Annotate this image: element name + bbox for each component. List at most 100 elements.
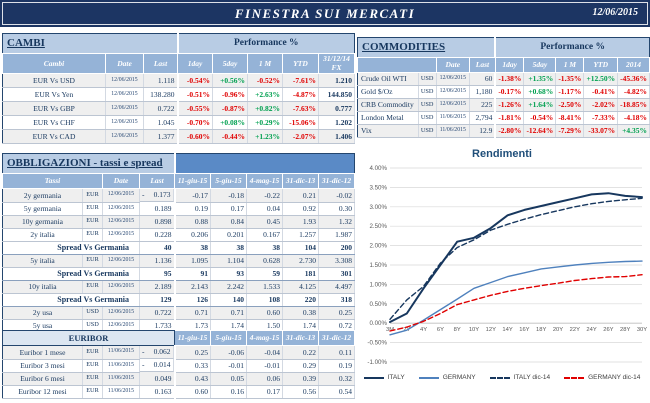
cell-v3: 0.06	[246, 372, 283, 386]
cell-m1: -2.50%	[555, 98, 585, 112]
y-axis-tick: -0.50%	[367, 340, 387, 347]
cell-v5: 1.987	[318, 228, 355, 242]
cell-v1: 0.33	[173, 359, 211, 373]
cell-v1: 126	[173, 292, 211, 307]
col-1day: 1day	[494, 57, 525, 73]
table-row: Crude Oil WTI USD 12/06/2015 60 -1.38% +1.35%…	[357, 72, 650, 86]
cell-ytd: -33.07%	[583, 124, 619, 138]
y-axis-tick: 3.00%	[369, 204, 387, 211]
col-blank	[357, 57, 437, 73]
legend-item-italy-dic-14: ITALY dic-14	[489, 374, 550, 381]
cell-m1: +1.23%	[247, 129, 283, 144]
cell-v2: 38	[210, 240, 247, 255]
x-axis-tick: 24Y	[586, 327, 596, 333]
cell-v2: -0.01	[210, 359, 247, 373]
cell-name: EUR Vs USD	[2, 73, 106, 88]
y-axis-tick: 0.50%	[369, 301, 387, 308]
commodities-table: COMMODITIES Performance % Date Last 1day…	[357, 37, 650, 138]
cell-last: 138.280	[143, 87, 178, 102]
cell-name: EUR Vs CHF	[2, 115, 106, 130]
cell-last: 60	[469, 72, 496, 86]
table-row: 5y italia EUR 12/06/2015 1.136 1.095 1.104 0.6…	[2, 254, 355, 268]
bonds-section-title: OBBLIGAZIONI - tassi e spread	[2, 153, 175, 174]
cell-v1: 1.095	[173, 254, 211, 268]
col-31-dic-13: 31-dic-13	[282, 173, 319, 189]
y-axis-tick: 3.50%	[369, 184, 387, 191]
y-axis-tick: 1.50%	[369, 262, 387, 269]
cell-date: 12/06/2015	[436, 72, 471, 86]
x-axis-tick: 22Y	[570, 327, 580, 333]
cell-fx: 1.406	[318, 129, 355, 144]
table-row: CRB Commodity USD 12/06/2015 225 -1.26% +1.64…	[357, 98, 650, 112]
y-axis-tick: 4.00%	[369, 165, 387, 172]
table-row: Euribor 6 mesi EUR 11/06/2015 0.049 0.43 0.05…	[2, 372, 355, 386]
cell-date: 11/06/2015	[102, 345, 140, 360]
cell-label: Euribor 1 mese	[2, 345, 83, 360]
col-date: Date	[102, 173, 140, 189]
cell-name: Vix	[357, 124, 419, 138]
cell-v5: 0.32	[318, 372, 355, 386]
col-cambi: Cambi	[2, 53, 106, 74]
cambi-table: CAMBI Performance % Cambi Date Last 1day…	[2, 33, 355, 144]
cell-v5: 301	[318, 266, 355, 281]
cell-cur: USD	[418, 72, 437, 86]
col-1day: 1day	[177, 53, 213, 74]
cell-fx: 0.777	[318, 101, 355, 116]
x-axis-tick: 8Y	[454, 327, 461, 333]
cell-y2014: -18.85%	[617, 98, 650, 112]
euribor-section: EURIBOR 11-giu-15 5-giu-15 4-mag-15 31-d…	[2, 330, 355, 399]
cell-cur: EUR	[82, 280, 103, 294]
cell-ytd: -0.41%	[583, 85, 619, 99]
table-row: 2y germania EUR 12/06/2015-0.173 -0.17 -0.18…	[2, 188, 355, 203]
cell-last: 1.733	[139, 319, 175, 333]
x-axis-tick: 28Y	[620, 327, 630, 333]
cell-d5: +0.08%	[212, 115, 248, 130]
euribor-column-headers: EURIBOR 11-giu-15 5-giu-15 4-mag-15 31-d…	[2, 330, 355, 346]
cell-date: 12/06/2015	[105, 87, 144, 102]
cell-ytd: -4.87%	[282, 87, 319, 102]
cell-d5: -0.87%	[212, 101, 248, 116]
x-axis-tick: 30Y	[637, 327, 647, 333]
cell-cur: USD	[418, 124, 437, 138]
cell-label: 2y italia	[2, 228, 83, 242]
cell-last: 0.722	[139, 306, 175, 320]
cell-v2: 0.84	[210, 215, 247, 229]
cell-v4: 0.21	[282, 188, 319, 203]
commodities-section: COMMODITIES Performance % Date Last 1day…	[357, 37, 650, 138]
col-31-dic-12: 31-dic-12	[318, 330, 355, 346]
cell-last: -0.062	[140, 346, 174, 359]
cell-v1: 0.88	[173, 215, 211, 229]
cell-d5: +0.56%	[212, 73, 248, 88]
cell-d1: -1.38%	[494, 72, 525, 86]
cell-cur: USD	[82, 306, 103, 320]
cell-date: 12/06/2015	[436, 98, 471, 112]
col-tassi: Tassi	[2, 173, 103, 189]
cambi-section: CAMBI Performance % Cambi Date Last 1day…	[2, 33, 355, 144]
x-axis-tick: 20Y	[553, 327, 563, 333]
col-1m: 1 M	[555, 57, 585, 73]
col-ytd: YTD	[583, 57, 619, 73]
table-row: London Metal USD 11/06/2015 2,794 -1.81% -0.5…	[357, 111, 650, 125]
cell-label: Spread Vs Germania	[2, 240, 140, 255]
cell-v1: 91	[173, 266, 211, 281]
cell-last: 0.898	[139, 215, 175, 229]
cell-v5: 0.30	[318, 202, 355, 216]
cell-v5: 200	[318, 240, 355, 255]
cell-v1: -0.17	[173, 188, 211, 203]
cell-name: Gold $/Oz	[357, 85, 419, 99]
table-row: 10y germania EUR 12/06/2015 0.898 0.88 0.84 0.…	[2, 215, 355, 229]
cell-date: 11/06/2015	[436, 111, 471, 125]
legend-item-italy: ITALY	[363, 374, 405, 381]
commodities-title-row: COMMODITIES Performance %	[357, 37, 650, 58]
col-date: Date	[435, 57, 471, 73]
cell-d5: -0.44%	[212, 129, 248, 144]
cell-d1: -1.81%	[494, 111, 525, 125]
x-axis-tick: 18Y	[536, 327, 546, 333]
bonds-column-headers: Tassi Date Last 11-giu-15 5-giu-15 4-mag…	[2, 173, 355, 189]
cell-m1: +0.82%	[247, 101, 283, 116]
cell-last: 95	[139, 266, 175, 281]
bonds-table: OBBLIGAZIONI - tassi e spread Tassi Date…	[2, 153, 355, 346]
cell-d1: -2.80%	[494, 124, 525, 138]
cell-d5: -0.54%	[523, 111, 557, 125]
cell-d5: -12.64%	[523, 124, 557, 138]
